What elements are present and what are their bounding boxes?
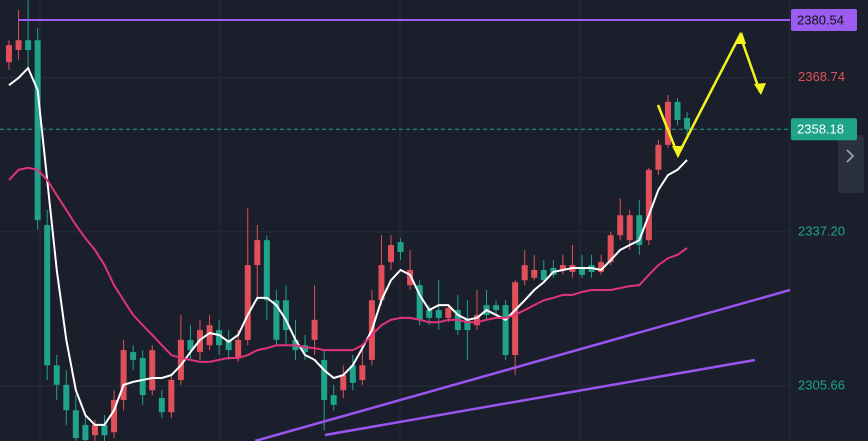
candle-body (416, 285, 423, 320)
candle-body (311, 319, 318, 340)
y-tick-label: 2305.66 (798, 377, 845, 392)
projection-arrow (656, 31, 762, 159)
candle-body (187, 339, 194, 351)
scroll-button-bg[interactable] (838, 135, 864, 193)
candle-body (655, 144, 662, 170)
candle-body (139, 357, 146, 396)
candle-body (378, 265, 385, 301)
candle-body (664, 101, 671, 145)
candle-body (321, 359, 328, 400)
candle-body (216, 330, 223, 346)
moving-average (8, 166, 688, 363)
scroll-button[interactable] (838, 135, 864, 193)
candle-body (149, 350, 156, 391)
plot (0, 0, 790, 441)
candle-body (359, 365, 366, 380)
moving-average (8, 66, 688, 426)
candle-body (559, 265, 566, 270)
candle-body (607, 235, 614, 263)
candle-body (674, 101, 681, 120)
drawings (254, 31, 791, 441)
vertical-grid (39, 0, 791, 441)
candle-body (168, 379, 175, 413)
candle-body (493, 305, 500, 311)
candle-body (645, 169, 652, 241)
candle-body (531, 269, 538, 278)
candle-body (225, 339, 232, 351)
candle-body (82, 424, 89, 441)
candle-body (53, 365, 60, 385)
candle-body (91, 424, 98, 436)
candle-body (617, 215, 624, 236)
candle-body (254, 240, 261, 266)
candle-body (206, 325, 213, 346)
candle-body (330, 395, 337, 405)
candle-body (407, 269, 414, 286)
trend-line (324, 358, 756, 437)
candle-body (158, 398, 165, 413)
candle-body (445, 308, 452, 318)
candle-body (15, 40, 22, 51)
trend-line (254, 288, 791, 441)
candle-body (282, 300, 289, 331)
candle-body (120, 350, 127, 400)
price-tag (791, 118, 857, 141)
candle-body (72, 410, 79, 439)
chevron (846, 149, 855, 163)
candle-body (25, 40, 32, 51)
candle-body (235, 339, 242, 358)
arrow-head (754, 83, 766, 95)
candle-body (512, 282, 519, 356)
candle-body (111, 399, 118, 433)
arrow-head (672, 146, 684, 158)
y-tick-label: 2337.20 (798, 223, 845, 238)
price-tag-label: 2380.54 (797, 12, 844, 27)
candle-body (130, 352, 137, 360)
candle-body (636, 215, 643, 246)
y-tick-label: 2368.74 (798, 69, 845, 84)
candle-body (426, 310, 433, 318)
candle-body (626, 215, 633, 241)
candle-body (63, 384, 70, 411)
price-tag (791, 8, 857, 31)
candle-body (473, 314, 480, 326)
candle-body (435, 310, 442, 318)
candle-body (388, 245, 394, 263)
candle-body (340, 375, 347, 391)
candle-body (579, 268, 585, 275)
candle-body (44, 224, 51, 366)
candle-body (177, 339, 184, 380)
candle-body (397, 242, 404, 252)
candle-body (684, 117, 691, 130)
candle-body (263, 240, 270, 301)
candle-body (502, 305, 509, 356)
arrow-head (734, 32, 746, 44)
candle-body (464, 319, 471, 331)
candle-body (349, 365, 356, 383)
candle-body (302, 345, 309, 353)
candle-body (101, 424, 108, 436)
candle-body (540, 269, 547, 281)
candle-body (273, 300, 280, 340)
candle-body (521, 265, 528, 281)
price-tag-label: 2358.18 (797, 122, 844, 137)
candle-body (598, 262, 605, 272)
candle-body (34, 40, 41, 221)
candle-body (244, 265, 251, 340)
candle-body (6, 45, 12, 63)
